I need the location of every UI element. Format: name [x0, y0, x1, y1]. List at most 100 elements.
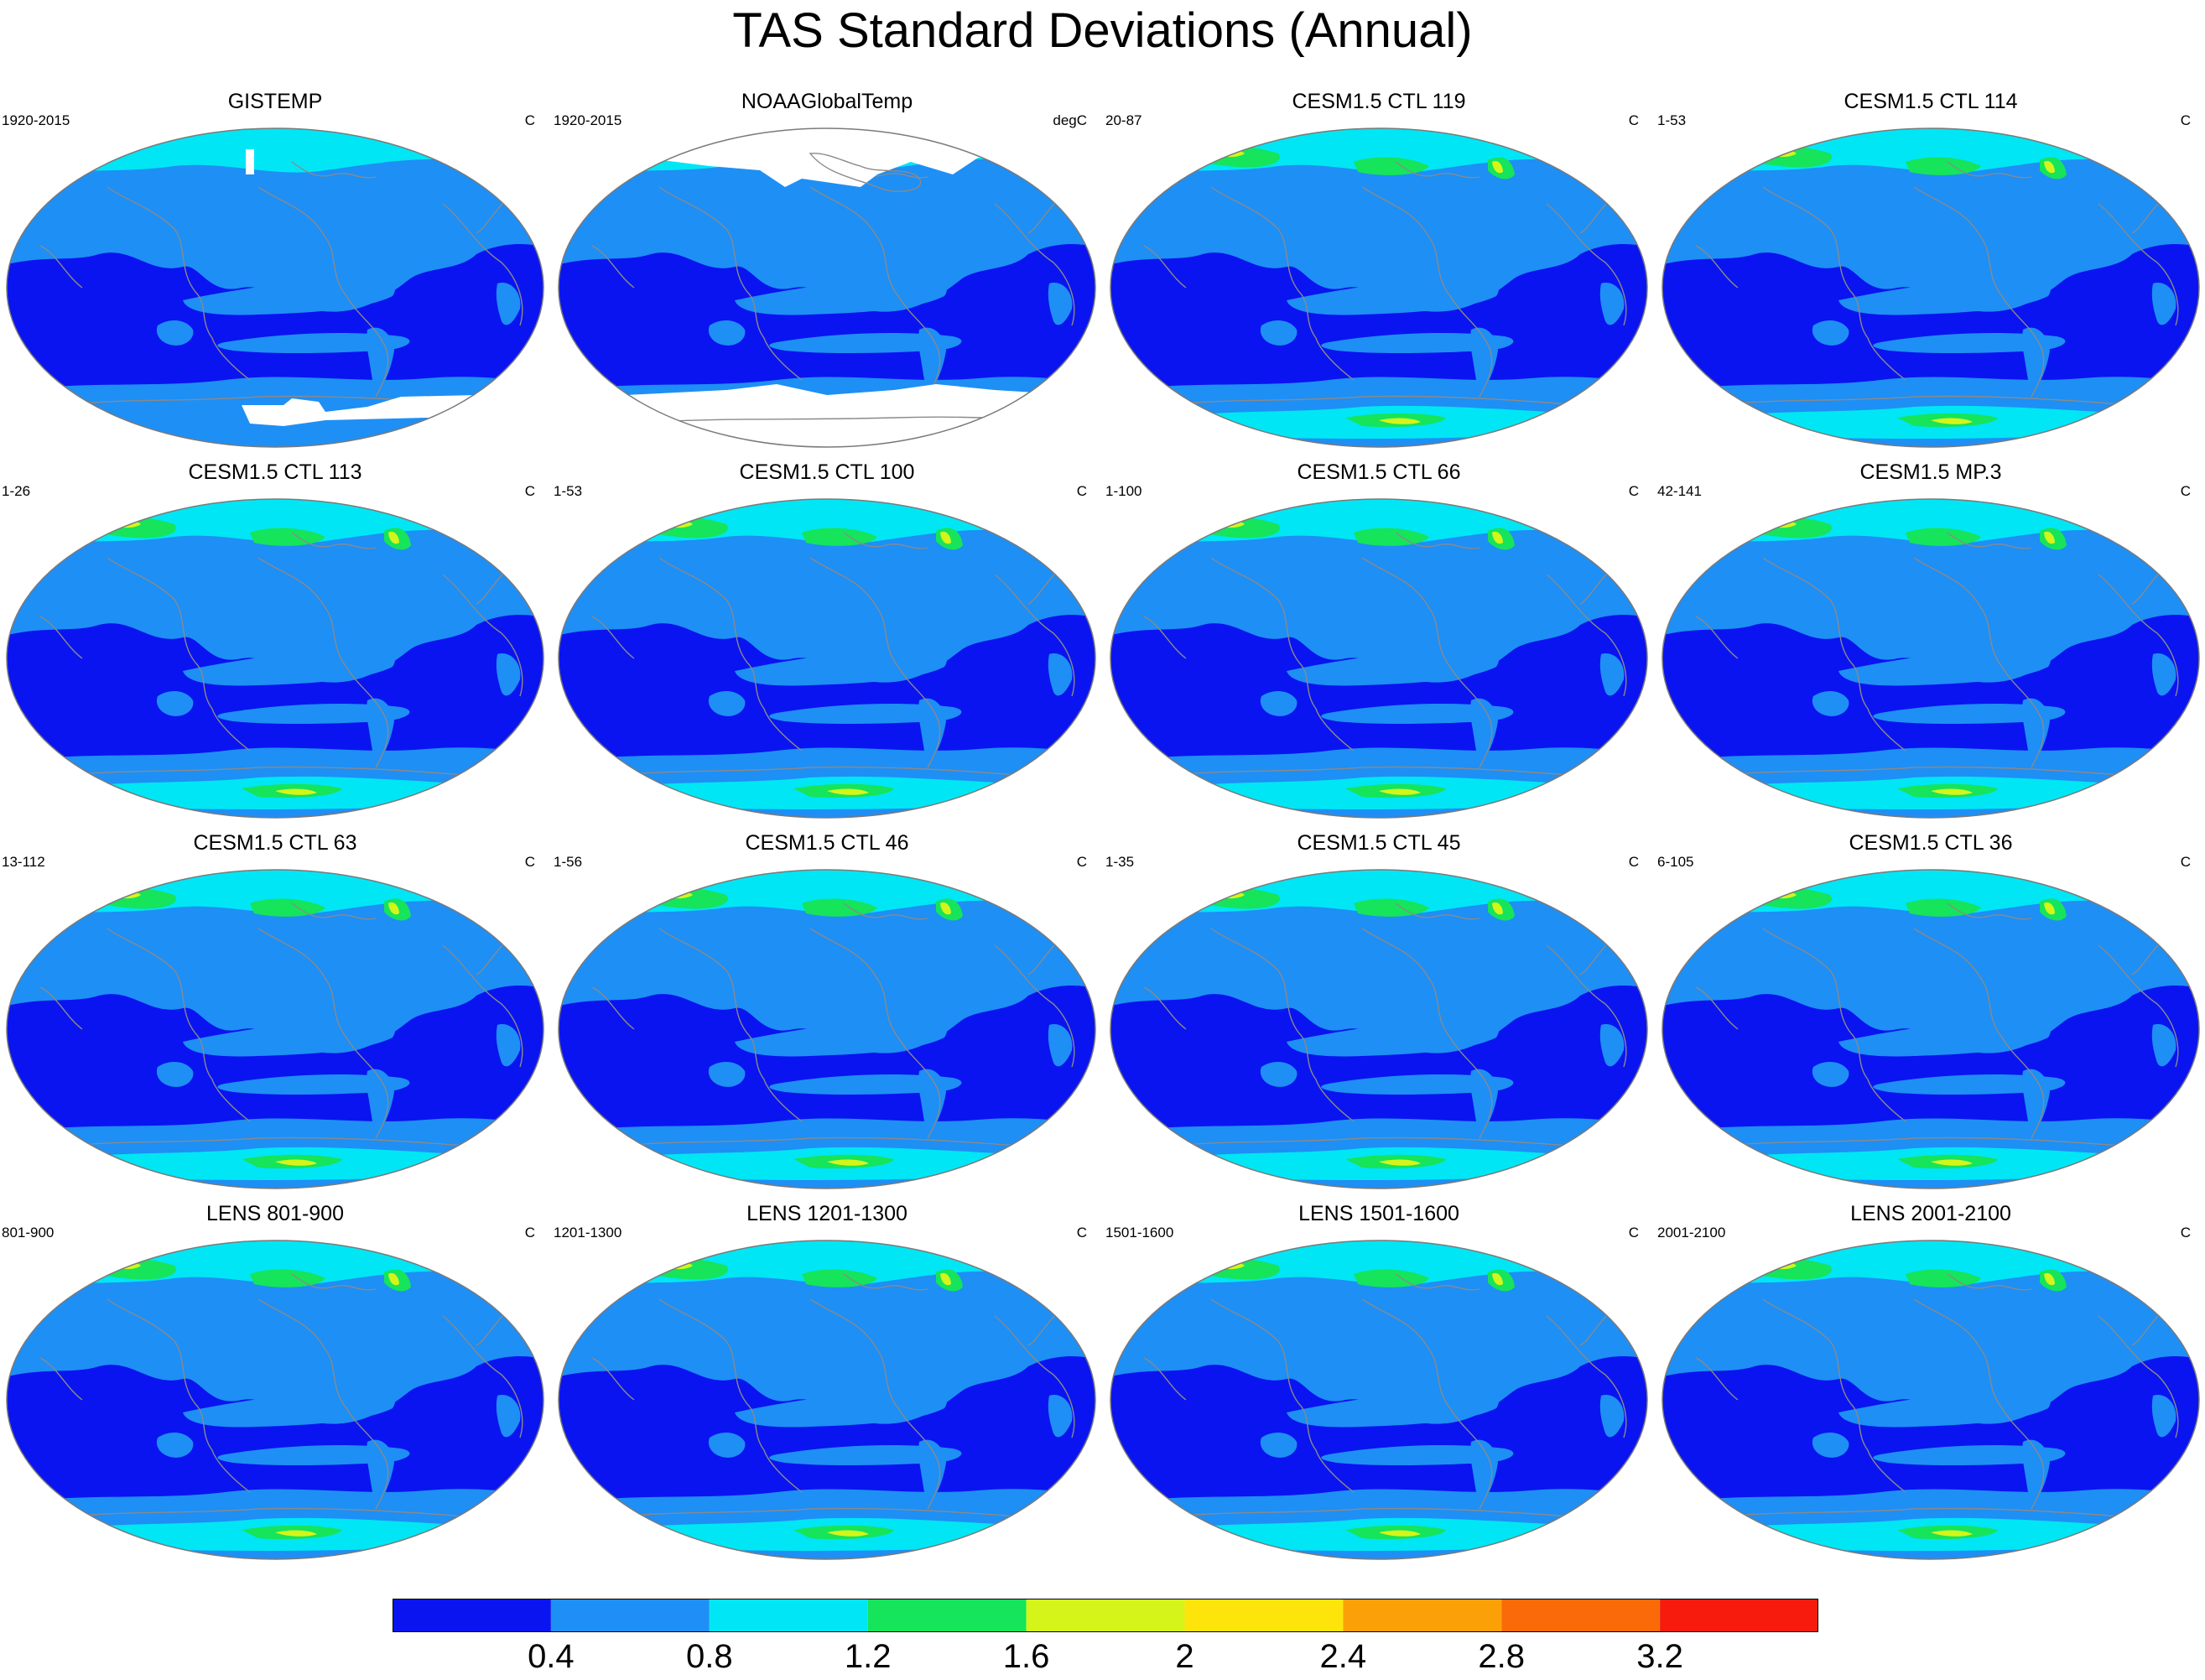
map-panel: LENS 2001-2100 2001-2100 C — [1656, 1199, 2205, 1565]
map-panel: CESM1.5 CTL 66 1-100 C — [1104, 458, 1654, 824]
map-panel: CESM1.5 MP.3 42-141 C — [1656, 458, 2205, 824]
colorbar-swatch — [867, 1599, 1027, 1632]
panel-units: C — [1628, 483, 1639, 499]
world-map — [6, 869, 544, 1189]
world-map — [558, 869, 1096, 1189]
panel-period: 2001-2100 — [1657, 1225, 1726, 1240]
panel-period: 20-87 — [1105, 112, 1142, 128]
world-map — [6, 127, 544, 448]
map-panel: GISTEMP 1920-2015 C — [0, 87, 550, 453]
panel-period: 1-53 — [554, 483, 583, 499]
world-map — [1110, 1240, 1648, 1560]
colorbar-swatch — [1660, 1599, 1818, 1632]
panel-title: CESM1.5 CTL 46 — [745, 831, 909, 855]
colorbar-swatch — [550, 1599, 710, 1632]
panel-period: 6-105 — [1657, 854, 1694, 870]
map-panel: CESM1.5 CTL 63 13-112 C — [0, 829, 550, 1194]
panel-period: 42-141 — [1657, 483, 1702, 499]
map-panel: CESM1.5 CTL 45 1-35 C — [1104, 829, 1654, 1194]
panel-title: CESM1.5 CTL 114 — [1844, 90, 2018, 113]
panel-units: C — [1076, 1225, 1087, 1240]
panel-units: C — [524, 112, 535, 128]
world-map — [6, 1240, 544, 1560]
map-panel: CESM1.5 CTL 119 20-87 C — [1104, 87, 1654, 453]
map-panel: CESM1.5 CTL 46 1-56 C — [552, 829, 1102, 1194]
colorbar-swatch — [1343, 1599, 1502, 1632]
panel-period: 1201-1300 — [554, 1225, 622, 1240]
map-panel: CESM1.5 CTL 36 6-105 C — [1656, 829, 2205, 1194]
panel-units: C — [1076, 854, 1087, 870]
world-map — [558, 498, 1096, 819]
map-panel: CESM1.5 CTL 100 1-53 C — [552, 458, 1102, 824]
panel-period: 1501-1600 — [1105, 1225, 1174, 1240]
colorbar-swatch — [1184, 1599, 1344, 1632]
figure-title: TAS Standard Deviations (Annual) — [732, 3, 1473, 58]
colorbar-labels: 0.4 0.8 1.2 1.6 2 2.4 2.8 3.2 — [0, 1638, 2205, 1680]
colorbar-tick-label: 3.2 — [1636, 1638, 1683, 1675]
panel-title: LENS 1501-1600 — [1298, 1202, 1459, 1225]
colorbar-swatch — [393, 1599, 551, 1632]
panel-title: LENS 1201-1300 — [746, 1202, 907, 1225]
panel-units: C — [1628, 1225, 1639, 1240]
map-panel: NOAAGlobalTemp 1920-2015 degC — [552, 87, 1102, 453]
panel-title: CESM1.5 CTL 119 — [1292, 90, 1466, 113]
panel-period: 801-900 — [2, 1225, 55, 1240]
panel-units: C — [1076, 483, 1087, 499]
panel-period: 13-112 — [2, 854, 45, 870]
panel-period: 1-56 — [554, 854, 583, 870]
panel-units: C — [2180, 854, 2191, 870]
world-map — [1110, 127, 1648, 448]
panel-title: GISTEMP — [227, 90, 323, 113]
panel-title: LENS 2001-2100 — [1850, 1202, 2011, 1225]
panel-units: degC — [1053, 112, 1087, 128]
world-map — [6, 498, 544, 819]
panel-title: CESM1.5 CTL 36 — [1849, 831, 2013, 855]
map-panel: LENS 801-900 801-900 C — [0, 1199, 550, 1565]
world-map — [1662, 498, 2200, 819]
panel-period: 1920-2015 — [2, 112, 70, 128]
colorbar-swatch — [709, 1599, 868, 1632]
colorbar-tick-label: 0.8 — [685, 1638, 733, 1675]
colorbar-tick-label: 1.6 — [1002, 1638, 1050, 1675]
panel-title: NOAAGlobalTemp — [741, 90, 913, 113]
panel-units: C — [2180, 112, 2191, 128]
panel-title: CESM1.5 CTL 66 — [1297, 460, 1461, 484]
map-panel: LENS 1501-1600 1501-1600 C — [1104, 1199, 1654, 1565]
panel-title: CESM1.5 CTL 63 — [193, 831, 357, 855]
world-map — [1110, 869, 1648, 1189]
panel-period: 1-100 — [1105, 483, 1142, 499]
map-panel: LENS 1201-1300 1201-1300 C — [552, 1199, 1102, 1565]
colorbar-tick-label: 1.2 — [844, 1638, 892, 1675]
colorbar — [393, 1599, 1818, 1632]
panel-period: 1-53 — [1657, 112, 1687, 128]
world-map — [1662, 869, 2200, 1189]
panel-units: C — [1628, 112, 1639, 128]
world-map — [1662, 1240, 2200, 1560]
world-map — [1662, 127, 2200, 448]
panel-title: CESM1.5 CTL 113 — [188, 460, 362, 484]
map-panel: CESM1.5 CTL 114 1-53 C — [1656, 87, 2205, 453]
panel-units: C — [1628, 854, 1639, 870]
panel-units: C — [524, 483, 535, 499]
panel-period: 1-35 — [1105, 854, 1135, 870]
colorbar-tick-label: 2 — [1175, 1638, 1194, 1675]
colorbar-tick-label: 2.8 — [1478, 1638, 1526, 1675]
panel-title: CESM1.5 CTL 45 — [1297, 831, 1461, 855]
panel-period: 1-26 — [2, 483, 31, 499]
map-panel: CESM1.5 CTL 113 1-26 C — [0, 458, 550, 824]
colorbar-tick-label: 2.4 — [1319, 1638, 1367, 1675]
colorbar-swatch — [1501, 1599, 1661, 1632]
colorbar-tick-label: 0.4 — [528, 1638, 575, 1675]
world-map — [558, 127, 1096, 448]
panel-title: LENS 801-900 — [205, 1202, 344, 1225]
world-map — [1110, 498, 1648, 819]
panel-title: CESM1.5 CTL 100 — [739, 460, 915, 484]
panel-period: 1920-2015 — [554, 112, 622, 128]
colorbar-swatch — [1026, 1599, 1185, 1632]
panel-units: C — [2180, 483, 2191, 499]
panel-title: CESM1.5 MP.3 — [1859, 460, 2002, 484]
panel-units: C — [524, 854, 535, 870]
world-map — [558, 1240, 1096, 1560]
panel-units: C — [524, 1225, 535, 1240]
panel-units: C — [2180, 1225, 2191, 1240]
